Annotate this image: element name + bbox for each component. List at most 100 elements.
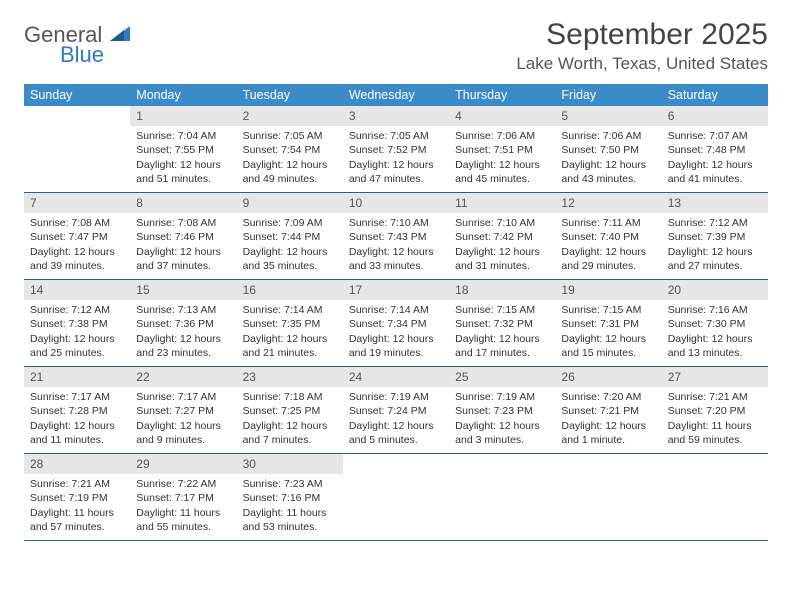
sunrise-text: Sunrise: 7:06 AM <box>561 129 655 143</box>
daylight-text: Daylight: 12 hours and 23 minutes. <box>136 332 230 360</box>
day-number: 9 <box>237 193 343 213</box>
sunset-text: Sunset: 7:36 PM <box>136 317 230 331</box>
day-body: Sunrise: 7:15 AMSunset: 7:31 PMDaylight:… <box>555 300 661 366</box>
day-cell: 17Sunrise: 7:14 AMSunset: 7:34 PMDayligh… <box>343 280 449 366</box>
day-number: 26 <box>555 367 661 387</box>
daylight-text: Daylight: 12 hours and 3 minutes. <box>455 419 549 447</box>
day-body: Sunrise: 7:15 AMSunset: 7:32 PMDaylight:… <box>449 300 555 366</box>
week-row: 14Sunrise: 7:12 AMSunset: 7:38 PMDayligh… <box>24 280 768 367</box>
daylight-text: Daylight: 12 hours and 49 minutes. <box>243 158 337 186</box>
daylight-text: Daylight: 11 hours and 55 minutes. <box>136 506 230 534</box>
daylight-text: Daylight: 12 hours and 37 minutes. <box>136 245 230 273</box>
daylight-text: Daylight: 12 hours and 27 minutes. <box>668 245 762 273</box>
daylight-text: Daylight: 12 hours and 5 minutes. <box>349 419 443 447</box>
day-body: Sunrise: 7:08 AMSunset: 7:46 PMDaylight:… <box>130 213 236 279</box>
day-cell: 13Sunrise: 7:12 AMSunset: 7:39 PMDayligh… <box>662 193 768 279</box>
day-number: 23 <box>237 367 343 387</box>
day-body: Sunrise: 7:14 AMSunset: 7:34 PMDaylight:… <box>343 300 449 366</box>
daylight-text: Daylight: 12 hours and 21 minutes. <box>243 332 337 360</box>
day-cell: 18Sunrise: 7:15 AMSunset: 7:32 PMDayligh… <box>449 280 555 366</box>
sunset-text: Sunset: 7:54 PM <box>243 143 337 157</box>
day-body: Sunrise: 7:06 AMSunset: 7:50 PMDaylight:… <box>555 126 661 192</box>
day-number: 10 <box>343 193 449 213</box>
daylight-text: Daylight: 12 hours and 33 minutes. <box>349 245 443 273</box>
day-number: 15 <box>130 280 236 300</box>
sunrise-text: Sunrise: 7:05 AM <box>243 129 337 143</box>
sunset-text: Sunset: 7:38 PM <box>30 317 124 331</box>
sunrise-text: Sunrise: 7:13 AM <box>136 303 230 317</box>
sunset-text: Sunset: 7:47 PM <box>30 230 124 244</box>
day-header: Saturday <box>662 84 768 106</box>
day-body: Sunrise: 7:10 AMSunset: 7:43 PMDaylight:… <box>343 213 449 279</box>
sunrise-text: Sunrise: 7:08 AM <box>136 216 230 230</box>
empty-cell <box>24 106 130 192</box>
daylight-text: Daylight: 12 hours and 43 minutes. <box>561 158 655 186</box>
day-number: 13 <box>662 193 768 213</box>
sunset-text: Sunset: 7:24 PM <box>349 404 443 418</box>
day-header: Monday <box>130 84 236 106</box>
sunset-text: Sunset: 7:21 PM <box>561 404 655 418</box>
sunset-text: Sunset: 7:43 PM <box>349 230 443 244</box>
day-number: 4 <box>449 106 555 126</box>
day-body: Sunrise: 7:14 AMSunset: 7:35 PMDaylight:… <box>237 300 343 366</box>
daylight-text: Daylight: 12 hours and 13 minutes. <box>668 332 762 360</box>
daylight-text: Daylight: 12 hours and 25 minutes. <box>30 332 124 360</box>
sunrise-text: Sunrise: 7:21 AM <box>30 477 124 491</box>
sunset-text: Sunset: 7:31 PM <box>561 317 655 331</box>
day-number: 1 <box>130 106 236 126</box>
day-body: Sunrise: 7:06 AMSunset: 7:51 PMDaylight:… <box>449 126 555 192</box>
day-number: 16 <box>237 280 343 300</box>
day-header: Tuesday <box>237 84 343 106</box>
day-cell: 1Sunrise: 7:04 AMSunset: 7:55 PMDaylight… <box>130 106 236 192</box>
sunset-text: Sunset: 7:17 PM <box>136 491 230 505</box>
day-cell: 26Sunrise: 7:20 AMSunset: 7:21 PMDayligh… <box>555 367 661 453</box>
sunset-text: Sunset: 7:30 PM <box>668 317 762 331</box>
day-body: Sunrise: 7:17 AMSunset: 7:28 PMDaylight:… <box>24 387 130 453</box>
day-body: Sunrise: 7:18 AMSunset: 7:25 PMDaylight:… <box>237 387 343 453</box>
sunset-text: Sunset: 7:44 PM <box>243 230 337 244</box>
daylight-text: Daylight: 12 hours and 41 minutes. <box>668 158 762 186</box>
day-cell: 23Sunrise: 7:18 AMSunset: 7:25 PMDayligh… <box>237 367 343 453</box>
sunset-text: Sunset: 7:48 PM <box>668 143 762 157</box>
day-number: 27 <box>662 367 768 387</box>
day-cell: 9Sunrise: 7:09 AMSunset: 7:44 PMDaylight… <box>237 193 343 279</box>
day-cell: 8Sunrise: 7:08 AMSunset: 7:46 PMDaylight… <box>130 193 236 279</box>
day-cell: 20Sunrise: 7:16 AMSunset: 7:30 PMDayligh… <box>662 280 768 366</box>
day-number: 8 <box>130 193 236 213</box>
calendar: Sunday Monday Tuesday Wednesday Thursday… <box>24 84 768 541</box>
day-cell: 19Sunrise: 7:15 AMSunset: 7:31 PMDayligh… <box>555 280 661 366</box>
empty-cell <box>555 454 661 540</box>
month-title: September 2025 <box>516 18 768 52</box>
daylight-text: Daylight: 11 hours and 53 minutes. <box>243 506 337 534</box>
sunrise-text: Sunrise: 7:04 AM <box>136 129 230 143</box>
daylight-text: Daylight: 12 hours and 9 minutes. <box>136 419 230 447</box>
sunrise-text: Sunrise: 7:12 AM <box>30 303 124 317</box>
daylight-text: Daylight: 12 hours and 29 minutes. <box>561 245 655 273</box>
sunrise-text: Sunrise: 7:21 AM <box>668 390 762 404</box>
calendar-page: General Blue September 2025 Lake Worth, … <box>0 0 792 559</box>
day-cell: 15 Sunrise: 7:13 AMSunset: 7:36 PMDayligh… <box>130 280 236 366</box>
sunrise-text: Sunrise: 7:07 AM <box>668 129 762 143</box>
day-body: Sunrise: 7:07 AMSunset: 7:48 PMDaylight:… <box>662 126 768 192</box>
daylight-text: Daylight: 12 hours and 15 minutes. <box>561 332 655 360</box>
day-cell: 3Sunrise: 7:05 AMSunset: 7:52 PMDaylight… <box>343 106 449 192</box>
day-body: Sunrise: 7:08 AMSunset: 7:47 PMDaylight:… <box>24 213 130 279</box>
sunset-text: Sunset: 7:20 PM <box>668 404 762 418</box>
day-header: Sunday <box>24 84 130 106</box>
sunset-text: Sunset: 7:50 PM <box>561 143 655 157</box>
day-body: Sunrise: 7:17 AMSunset: 7:27 PMDaylight:… <box>130 387 236 453</box>
day-cell: 24Sunrise: 7:19 AMSunset: 7:24 PMDayligh… <box>343 367 449 453</box>
day-body: Sunrise: 7:09 AMSunset: 7:44 PMDaylight:… <box>237 213 343 279</box>
day-header-row: Sunday Monday Tuesday Wednesday Thursday… <box>24 84 768 106</box>
day-number: 21 <box>24 367 130 387</box>
day-cell: 14Sunrise: 7:12 AMSunset: 7:38 PMDayligh… <box>24 280 130 366</box>
daylight-text: Daylight: 12 hours and 17 minutes. <box>455 332 549 360</box>
sunrise-text: Sunrise: 7:08 AM <box>30 216 124 230</box>
day-body: Sunrise: 7:11 AMSunset: 7:40 PMDaylight:… <box>555 213 661 279</box>
weeks-container: 1Sunrise: 7:04 AMSunset: 7:55 PMDaylight… <box>24 106 768 541</box>
day-number: 24 <box>343 367 449 387</box>
sunrise-text: Sunrise: 7:15 AM <box>561 303 655 317</box>
day-number: 30 <box>237 454 343 474</box>
day-cell: 27Sunrise: 7:21 AMSunset: 7:20 PMDayligh… <box>662 367 768 453</box>
daylight-text: Daylight: 12 hours and 11 minutes. <box>30 419 124 447</box>
